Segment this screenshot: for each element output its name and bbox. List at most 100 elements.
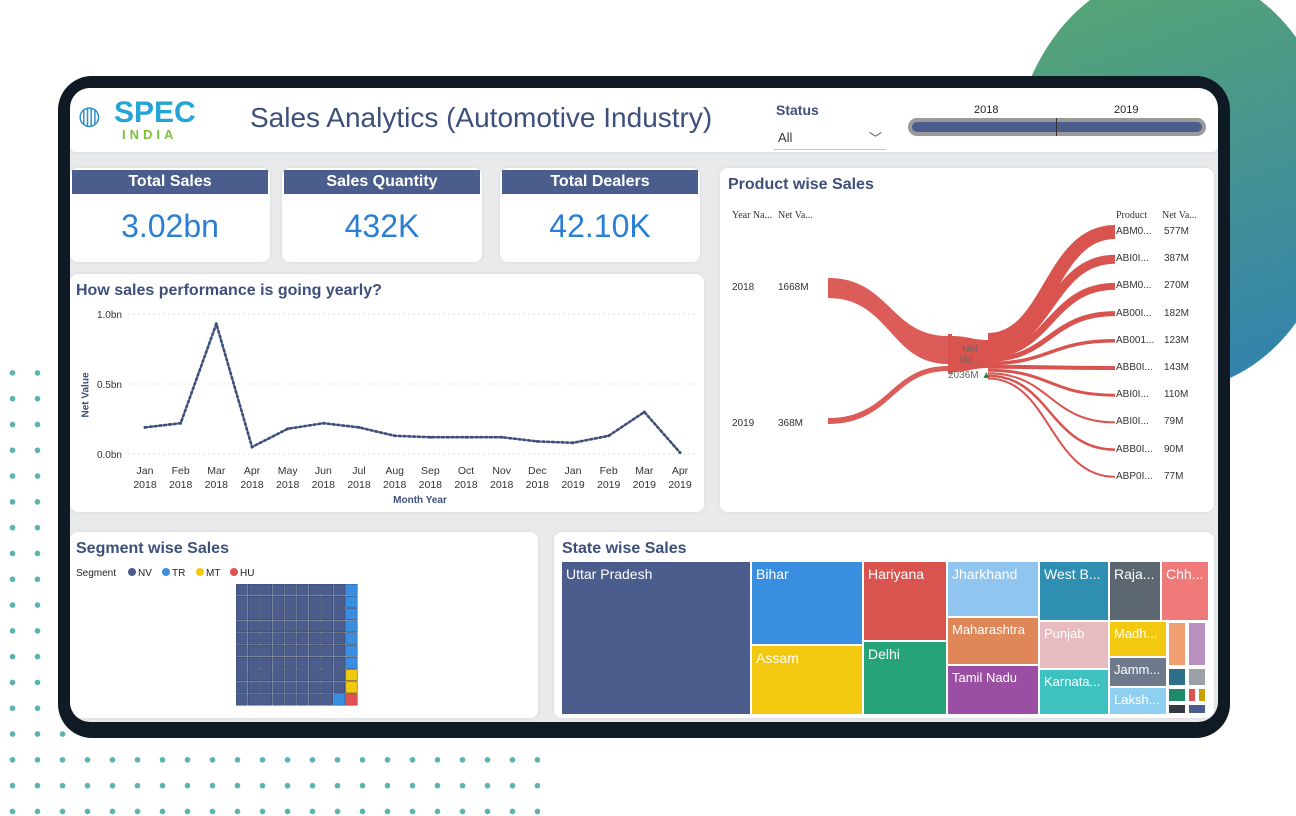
product-name[interactable]: ABI0I... <box>1116 389 1149 401</box>
waffle-cell[interactable] <box>260 608 273 621</box>
data-point[interactable] <box>321 421 325 425</box>
waffle-cell[interactable] <box>333 595 346 608</box>
waffle-cell[interactable] <box>308 584 321 596</box>
product-name[interactable]: AB001... <box>1116 334 1155 346</box>
flow-product[interactable] <box>987 339 1116 366</box>
product-name[interactable]: ABB0I... <box>1116 362 1153 373</box>
product-name[interactable]: ABI0I... <box>1116 416 1149 428</box>
waffle-cell[interactable] <box>272 595 285 608</box>
waffle-cell[interactable] <box>272 644 285 657</box>
status-dropdown[interactable]: All ﹀ <box>774 126 886 150</box>
waffle-cell[interactable] <box>272 584 285 596</box>
treemap-tile-punjab[interactable]: Punjab <box>1040 622 1108 668</box>
data-point[interactable] <box>642 410 646 414</box>
waffle-cell[interactable] <box>247 608 260 621</box>
waffle-cell[interactable] <box>308 608 321 621</box>
data-point[interactable] <box>179 421 183 425</box>
flow-product[interactable] <box>987 377 1116 478</box>
waffle-cell[interactable] <box>272 620 285 633</box>
waffle-cell[interactable] <box>247 644 260 657</box>
waffle-cell[interactable] <box>247 681 260 694</box>
treemap-tile-chh[interactable]: Chh... <box>1162 562 1208 620</box>
treemap-tile-tamil-nadu[interactable]: Tamil Nadu <box>948 666 1038 714</box>
waffle-cell[interactable] <box>272 608 285 621</box>
legend-item[interactable]: MT <box>196 568 220 579</box>
treemap-tile-small[interactable] <box>1188 668 1206 686</box>
waffle-cell[interactable] <box>284 693 297 706</box>
waffle-cell[interactable] <box>236 656 248 669</box>
waffle-cell[interactable] <box>236 644 248 657</box>
waffle-cell[interactable] <box>260 632 273 645</box>
waffle-cell[interactable] <box>236 669 248 682</box>
waffle-cell[interactable] <box>321 620 334 633</box>
waffle-cell[interactable] <box>260 669 273 682</box>
waffle-cell[interactable] <box>272 669 285 682</box>
waffle-cell[interactable] <box>308 644 321 657</box>
product-name[interactable]: ABB0I... <box>1116 443 1153 455</box>
data-point[interactable] <box>535 439 539 443</box>
treemap-tile-assam[interactable]: Assam <box>752 646 862 714</box>
data-point[interactable] <box>393 434 397 438</box>
treemap-tile-small[interactable] <box>1188 688 1196 702</box>
waffle-cell[interactable] <box>284 656 297 669</box>
waffle-cell[interactable] <box>308 620 321 633</box>
waffle-cell[interactable] <box>308 681 321 694</box>
waffle-cell[interactable] <box>296 693 309 706</box>
waffle-cell[interactable] <box>333 632 346 645</box>
data-point[interactable] <box>607 434 611 438</box>
waffle-cell[interactable] <box>236 584 248 596</box>
flow-product[interactable] <box>987 364 1116 370</box>
waffle-cell[interactable] <box>236 620 248 633</box>
waffle-cell[interactable] <box>284 644 297 657</box>
waffle-cell[interactable] <box>272 693 285 706</box>
flow-product[interactable] <box>987 282 1116 358</box>
waffle-cell[interactable] <box>345 669 358 682</box>
treemap-tile-uttar-pradesh[interactable]: Uttar Pradesh <box>562 562 750 714</box>
waffle-cell[interactable] <box>260 595 273 608</box>
waffle-cell[interactable] <box>284 608 297 621</box>
waffle-cell[interactable] <box>296 584 309 596</box>
waffle-cell[interactable] <box>345 644 358 657</box>
waffle-cell[interactable] <box>321 632 334 645</box>
waffle-cell[interactable] <box>260 620 273 633</box>
waffle-cell[interactable] <box>296 656 309 669</box>
waffle-cell[interactable] <box>272 632 285 645</box>
waffle-cell[interactable] <box>236 681 248 694</box>
waffle-cell[interactable] <box>345 681 358 694</box>
waffle-cell[interactable] <box>308 669 321 682</box>
treemap-tile-hariyana[interactable]: Hariyana <box>864 562 946 640</box>
data-point[interactable] <box>214 322 218 326</box>
waffle-cell[interactable] <box>333 656 346 669</box>
product-name[interactable]: ABM0... <box>1116 226 1152 237</box>
waffle-cell[interactable] <box>333 584 346 596</box>
waffle-cell[interactable] <box>345 656 358 669</box>
waffle-cell[interactable] <box>321 656 334 669</box>
data-point[interactable] <box>286 427 290 431</box>
waffle-cell[interactable] <box>260 693 273 706</box>
treemap-tile-small[interactable] <box>1168 704 1186 714</box>
waffle-cell[interactable] <box>333 681 346 694</box>
waffle-cell[interactable] <box>321 644 334 657</box>
waffle-cell[interactable] <box>284 632 297 645</box>
waffle-cell[interactable] <box>296 595 309 608</box>
treemap-tile-small[interactable] <box>1168 688 1186 702</box>
treemap-tile-maharashtra[interactable]: Maharashtra <box>948 618 1038 664</box>
waffle-cell[interactable] <box>333 620 346 633</box>
product-name[interactable]: ABI0I... <box>1116 253 1149 265</box>
product-name[interactable]: ABM0... <box>1116 280 1152 292</box>
net-value-line[interactable] <box>143 319 682 454</box>
treemap-tile-small[interactable] <box>1168 668 1186 686</box>
product-name[interactable]: AB00I... <box>1116 307 1152 319</box>
treemap-tile-small[interactable] <box>1198 688 1206 702</box>
waffle-cell[interactable] <box>247 595 260 608</box>
flow-product[interactable] <box>987 254 1116 353</box>
waffle-cell[interactable] <box>247 620 260 633</box>
waffle-cell[interactable] <box>333 608 346 621</box>
treemap-tile-small[interactable] <box>1188 704 1206 714</box>
waffle-cell[interactable] <box>296 644 309 657</box>
treemap-tile-madh[interactable]: Madh... <box>1110 622 1166 656</box>
waffle-cell[interactable] <box>321 608 334 621</box>
flow-2019[interactable] <box>828 366 948 424</box>
waffle-cell[interactable] <box>296 632 309 645</box>
treemap-tile-delhi[interactable]: Delhi <box>864 642 946 714</box>
